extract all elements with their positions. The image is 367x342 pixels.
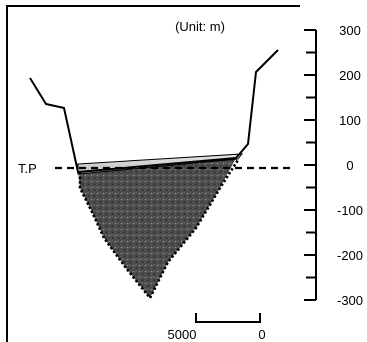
elevation-tick-label: 100 (339, 113, 361, 128)
elevation-tick-label: -100 (337, 203, 363, 218)
elevation-tick-label: 0 (346, 158, 353, 173)
scale-label-0: 0 (258, 327, 265, 342)
elevation-tick-label: 300 (339, 23, 361, 38)
elevation-tick-label: 200 (339, 68, 361, 83)
elevation-axis: 300 200 100 0 -100 -200 -300 (304, 23, 363, 308)
basin-boundary (78, 159, 240, 301)
scale-label-5000: 5000 (168, 327, 197, 342)
elevation-tick-label: -200 (337, 248, 363, 263)
basin-fill (78, 158, 236, 298)
terrain-profile (29, 49, 279, 174)
unit-label: (Unit: m) (175, 19, 225, 34)
elevation-tick-label: -300 (337, 293, 363, 308)
horizontal-scale-bar: 5000 0 (168, 313, 266, 342)
reference-level-label: T.P (18, 161, 37, 176)
